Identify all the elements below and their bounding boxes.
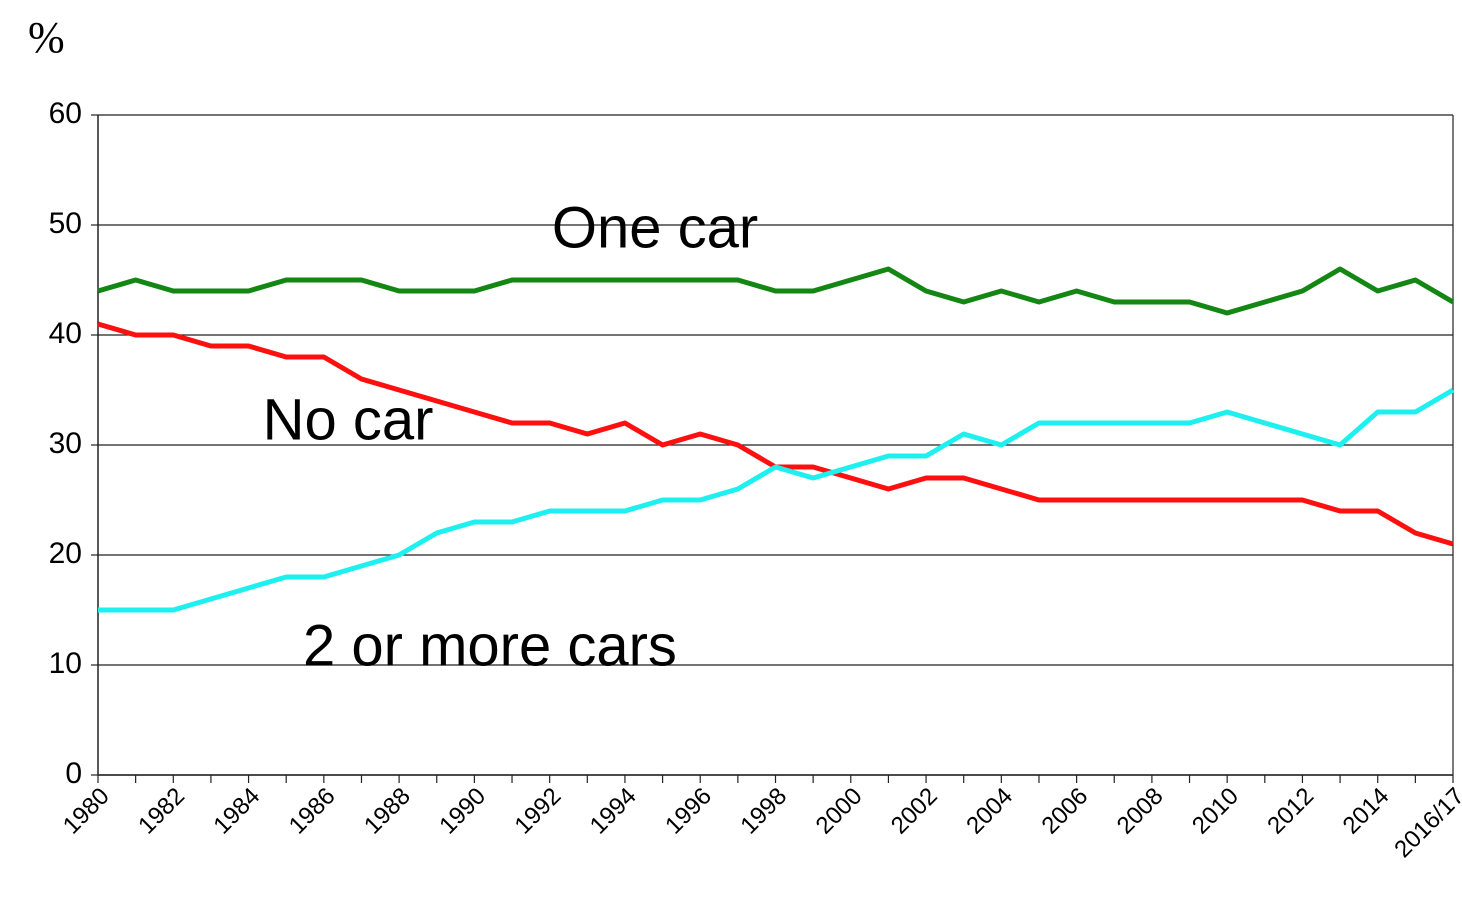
x-tick-label: 1998 (735, 783, 792, 840)
line-series (97, 266, 1455, 316)
y-tick-label: 30 (49, 427, 82, 460)
series-label: No car (263, 387, 434, 452)
x-tick-label: 1992 (510, 783, 567, 840)
y-tick-label: 10 (49, 647, 82, 680)
x-tick-label: 2008 (1112, 783, 1169, 840)
x-tick-label: 2012 (1262, 783, 1319, 840)
x-tick-label: 1990 (434, 783, 491, 840)
x-tick-label: 2010 (1187, 783, 1244, 840)
x-tick-label: 1980 (58, 783, 115, 840)
series-label: 2 or more cars (303, 613, 677, 678)
x-tick-label: 2002 (886, 783, 943, 840)
x-tick-label: 2006 (1036, 783, 1093, 840)
y-tick-label: 50 (49, 207, 82, 240)
x-tick-label: 1996 (660, 783, 717, 840)
x-tick-label: 2016/17 (1389, 783, 1462, 863)
x-tick-label: 1986 (284, 783, 341, 840)
x-tick-label: 2000 (811, 783, 868, 840)
line-series (98, 387, 1455, 613)
x-tick-label: 1988 (359, 783, 416, 840)
y-axis-label: % (28, 13, 65, 62)
y-tick-label: 40 (49, 317, 82, 350)
x-tick-label: 2004 (961, 783, 1018, 840)
x-tick-label: 1984 (208, 783, 265, 840)
x-tick-label: 1994 (585, 783, 642, 840)
series-label: One car (552, 195, 758, 260)
y-tick-label: 0 (65, 757, 82, 790)
x-tick-label: 1982 (133, 783, 190, 840)
y-tick-label: 60 (49, 97, 82, 130)
x-tick-label: 2014 (1338, 783, 1395, 840)
y-tick-label: 20 (49, 537, 82, 570)
